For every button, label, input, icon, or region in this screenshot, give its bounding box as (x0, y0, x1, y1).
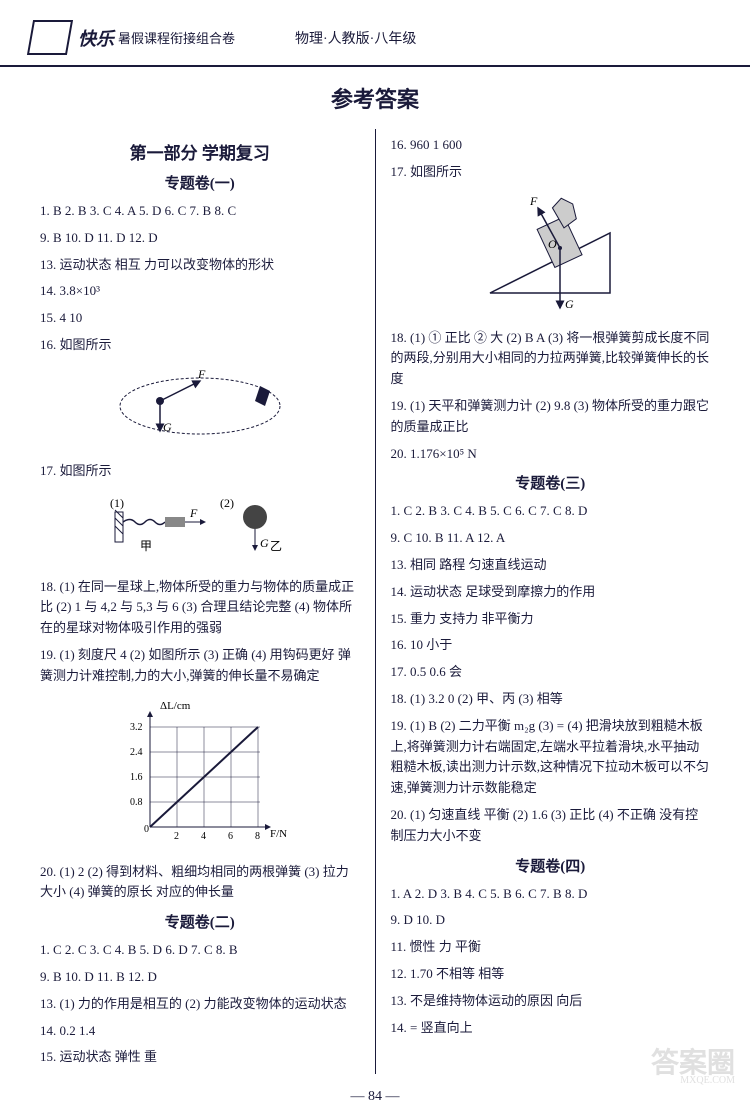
label-1: (1) (110, 496, 124, 510)
chart-ylabel: ΔL/cm (160, 700, 191, 712)
figure-chart: ΔL/cm F/N 0 0.8 1.6 2.4 3.2 2 4 6 8 (40, 697, 360, 852)
svg-text:8: 8 (255, 831, 260, 842)
answer-line: 9. B 10. D 11. D 12. D (40, 228, 360, 249)
answer-line: 20. 1.176×10⁵ N (391, 444, 711, 465)
figure-q17: (1) (2) F 甲 G 乙 (40, 492, 360, 567)
answer-line: 17. 如图所示 (391, 162, 711, 183)
answer-line: 16. 10 小于 (391, 635, 711, 656)
chart-xlabel: F/N (270, 828, 287, 840)
svg-text:2: 2 (174, 831, 179, 842)
svg-text:G: G (163, 420, 172, 434)
column-divider (375, 129, 376, 1074)
svg-text:F: F (197, 367, 206, 381)
answer-line: 1. B 2. B 3. C 4. A 5. D 6. C 7. B 8. C (40, 201, 360, 222)
topic2-title: 专题卷(二) (40, 911, 360, 932)
figure-q16: F G (40, 366, 360, 451)
answer-line: 13. 不是维持物体运动的原因 向后 (391, 991, 711, 1012)
page-header: 快乐 暑假课程衔接组合卷 物理·人教版·八年级 (0, 0, 750, 67)
answer-line: 14. 3.8×10³ (40, 281, 360, 302)
answer-line: 13. (1) 力的作用是相互的 (2) 力能改变物体的运动状态 (40, 994, 360, 1015)
answer-line: 18. (1) 3.2 0 (2) 甲、丙 (3) 相等 (391, 689, 711, 710)
answer-line: 17. 如图所示 (40, 461, 360, 482)
svg-text:6: 6 (228, 831, 233, 842)
topic3-title: 专题卷(三) (391, 472, 711, 493)
figure-incline: O F G (391, 193, 711, 318)
answer-line: 15. 运动状态 弹性 重 (40, 1047, 360, 1068)
topic1-title: 专题卷(一) (40, 172, 360, 193)
topic4-title: 专题卷(四) (391, 855, 711, 876)
header-subject: 物理·人教版·八年级 (295, 28, 416, 48)
page-number: — 84 — (0, 1089, 750, 1105)
answer-line: 20. (1) 2 (2) 得到材料、粗细均相同的两根弹簧 (3) 拉力大小 (… (40, 862, 360, 904)
svg-text:2.4: 2.4 (130, 747, 143, 758)
answer-line: 19. (1) 刻度尺 4 (2) 如图所示 (3) 正确 (4) 用钩码更好 … (40, 645, 360, 687)
answer-line: 13. 运动状态 相互 力可以改变物体的形状 (40, 255, 360, 276)
answer-line: 12. 1.70 不相等 相等 (391, 964, 711, 985)
answer-line: 14. 运动状态 足球受到摩擦力的作用 (391, 582, 711, 603)
svg-text:G: G (565, 297, 574, 311)
answer-line: 14. = 竖直向上 (391, 1018, 711, 1039)
answer-line: 16. 960 1 600 (391, 135, 711, 156)
page-title: 参考答案 (0, 82, 750, 114)
answer-line: 15. 4 10 (40, 308, 360, 329)
left-column: 第一部分 学期复习 专题卷(一) 1. B 2. B 3. C 4. A 5. … (30, 129, 370, 1074)
answer-line: 19. (1) B (2) 二力平衡 m₂g (3) = (4) 把滑块放到粗糙… (391, 716, 711, 799)
answer-line: 19. (1) 天平和弹簧测力计 (2) 9.8 (3) 物体所受的重力跟它的质… (391, 396, 711, 438)
svg-text:3.2: 3.2 (130, 722, 143, 733)
watermark-url: MXQE.COM (680, 1075, 735, 1086)
answer-line: 9. B 10. D 11. B 12. D (40, 967, 360, 988)
label-yi: 乙 (270, 539, 282, 553)
answer-line: 14. 0.2 1.4 (40, 1021, 360, 1042)
answer-line: 13. 相同 路程 匀速直线运动 (391, 555, 711, 576)
svg-text:0.8: 0.8 (130, 797, 143, 808)
svg-text:F: F (529, 194, 538, 208)
header-subtitle: 暑假课程衔接组合卷 (118, 28, 235, 47)
answer-line: 1. C 2. C 3. C 4. B 5. D 6. D 7. C 8. B (40, 940, 360, 961)
part1-title: 第一部分 学期复习 (40, 139, 360, 164)
answer-line: 16. 如图所示 (40, 335, 360, 356)
answer-line: 15. 重力 支持力 非平衡力 (391, 609, 711, 630)
answer-line: 1. A 2. D 3. B 4. C 5. B 6. C 7. B 8. D (391, 884, 711, 905)
answer-line: 20. (1) 匀速直线 平衡 (2) 1.6 (3) 正比 (4) 不正确 没… (391, 805, 711, 847)
svg-text:4: 4 (201, 831, 206, 842)
content-area: 第一部分 学期复习 专题卷(一) 1. B 2. B 3. C 4. A 5. … (0, 129, 750, 1074)
label-2: (2) (220, 496, 234, 510)
right-column: 16. 960 1 600 17. 如图所示 O F G 18. (1) ① 正… (381, 129, 721, 1074)
logo-icon (27, 20, 73, 55)
brand-text: 快乐 (78, 25, 114, 51)
answer-line: 11. 惯性 力 平衡 (391, 937, 711, 958)
label-jia: 甲 (140, 539, 152, 553)
svg-text:0: 0 (144, 824, 149, 835)
answer-line: 1. C 2. B 3. C 4. B 5. C 6. C 7. C 8. D (391, 501, 711, 522)
svg-text:1.6: 1.6 (130, 772, 143, 783)
answer-line: 18. (1) 在同一星球上,物体所受的重力与物体的质量成正比 (2) 1 与 … (40, 577, 360, 639)
answer-line: 17. 0.5 0.6 会 (391, 662, 711, 683)
answer-line: 9. D 10. D (391, 910, 711, 931)
answer-line: 18. (1) ① 正比 ② 大 (2) B A (3) 将一根弹簧剪成长度不同… (391, 328, 711, 390)
svg-text:G: G (260, 536, 269, 550)
answer-line: 9. C 10. B 11. A 12. A (391, 528, 711, 549)
svg-text:F: F (189, 506, 198, 520)
